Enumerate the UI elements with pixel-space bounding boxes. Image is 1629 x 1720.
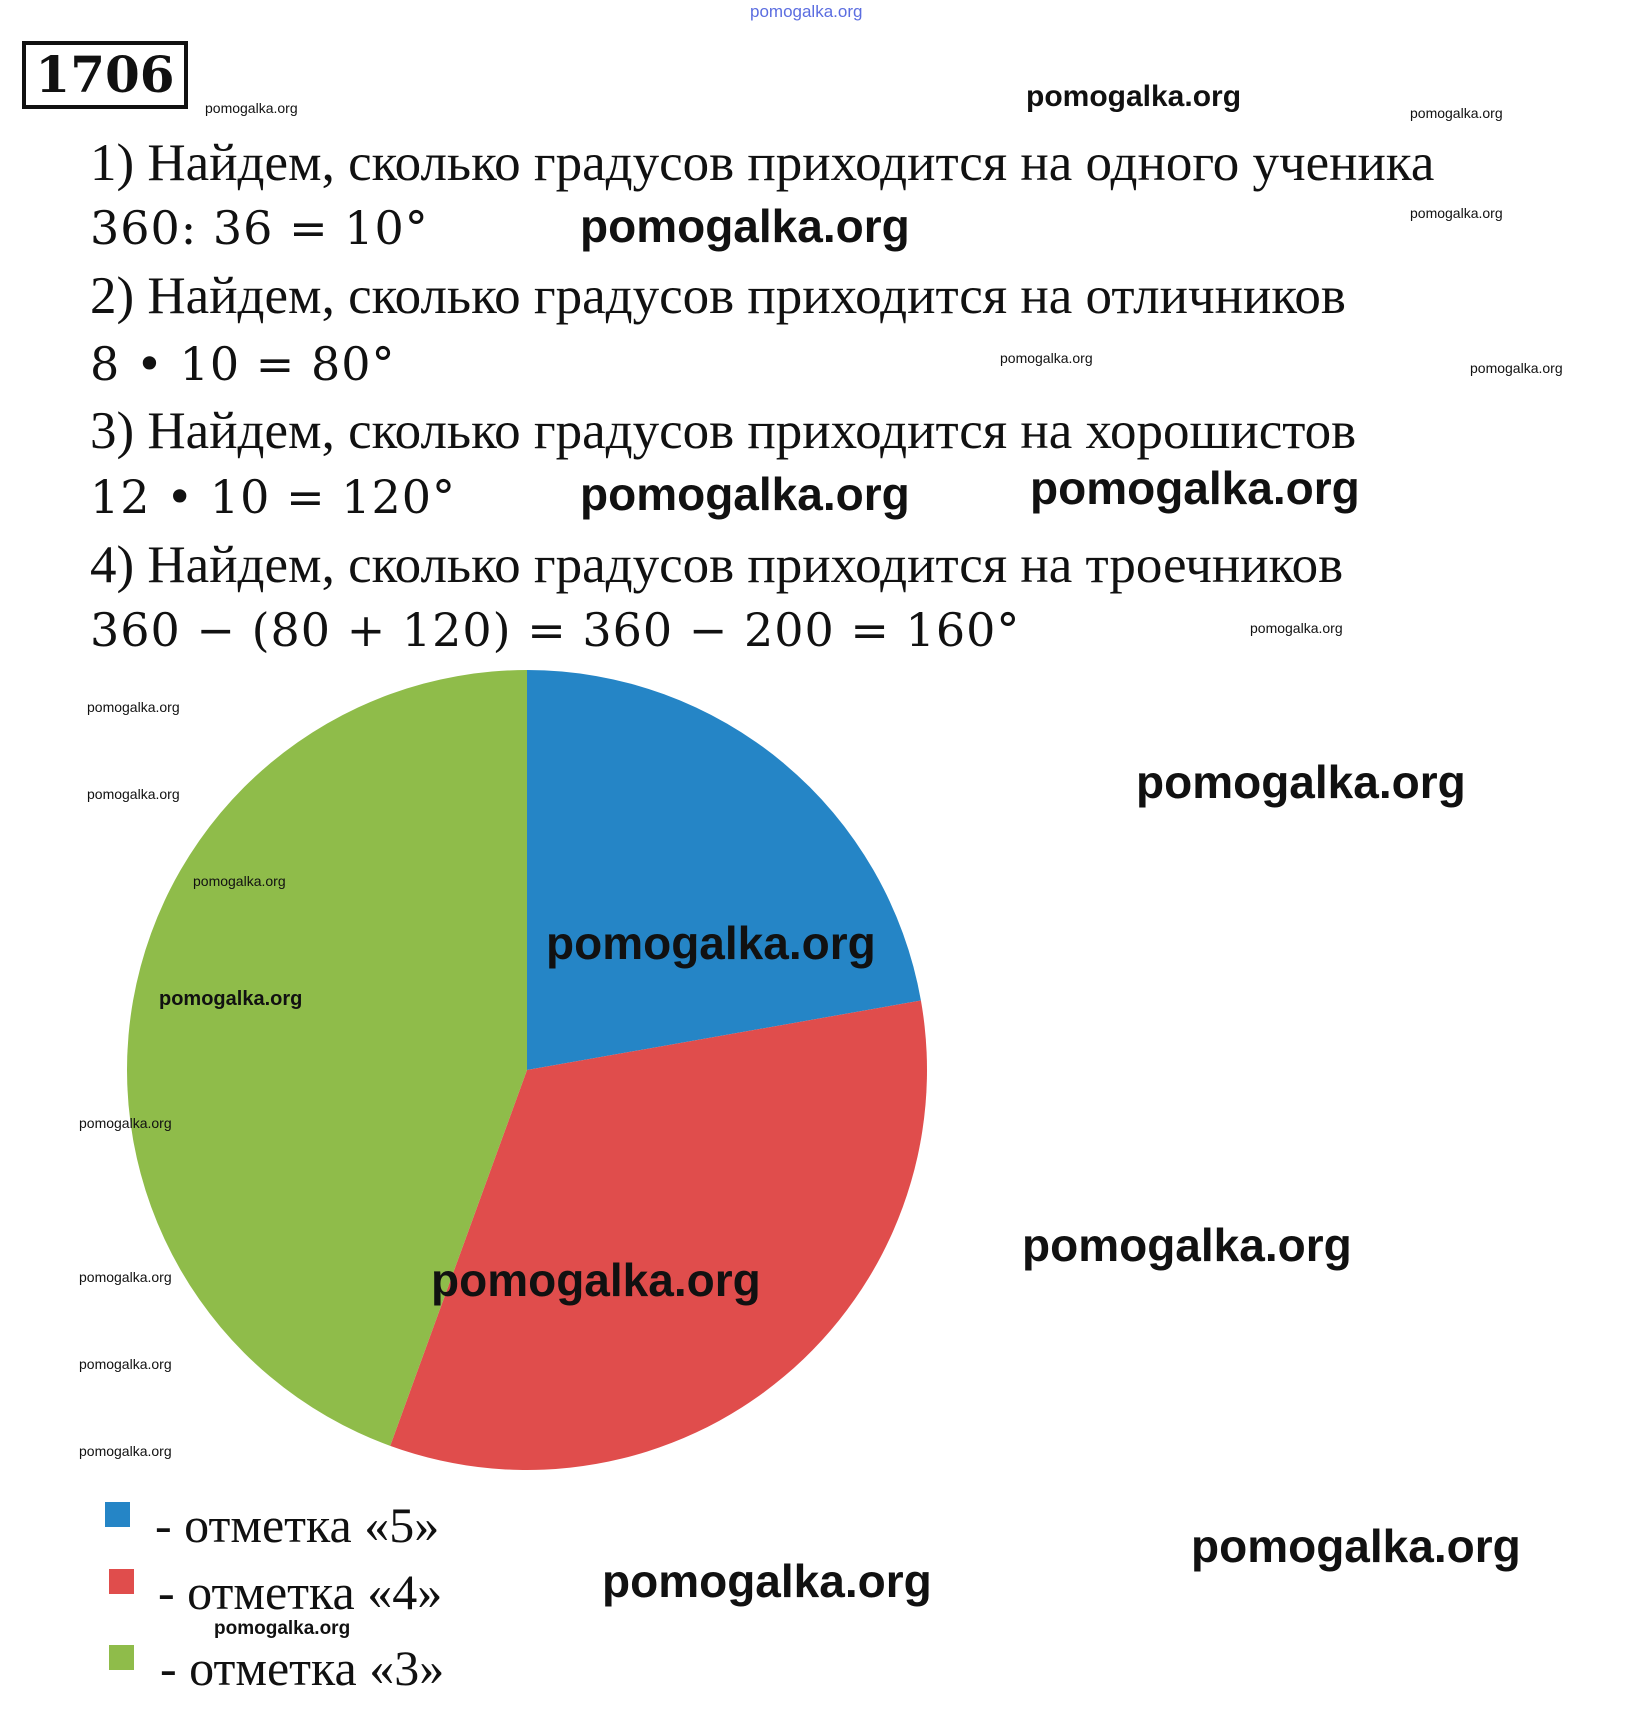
watermark: pomogalka.org <box>1410 105 1503 121</box>
watermark: pomogalka.org <box>193 873 286 889</box>
step-2-calc: 8 • 10 = 80° <box>90 337 396 391</box>
step-1-text: 1) Найдем, сколько градусов приходится н… <box>90 134 1435 192</box>
step-3-calc: 12 • 10 = 120° <box>90 470 457 524</box>
watermark: pomogalka.org <box>87 786 180 802</box>
watermark: pomogalka.org <box>602 1555 932 1607</box>
step-1-calc: 360: 36 = 10° <box>90 201 429 255</box>
watermark: pomogalka.org <box>431 1254 761 1306</box>
legend-swatch-5 <box>105 1502 130 1527</box>
watermark: pomogalka.org <box>79 1356 172 1372</box>
watermark: pomogalka.org <box>159 988 303 1010</box>
step-2-text: 2) Найдем, сколько градусов приходится н… <box>90 267 1346 325</box>
legend-label-3: - отметка «3» <box>160 1640 445 1696</box>
watermark: pomogalka.org <box>1030 462 1360 514</box>
pie-slice-5 <box>527 670 921 1070</box>
watermark: pomogalka.org <box>1410 205 1503 221</box>
legend-label-4: - отметка «4» <box>158 1564 443 1620</box>
watermark: pomogalka.org <box>1191 1520 1521 1572</box>
legend-swatch-3 <box>109 1645 134 1670</box>
watermark: pomogalka.org <box>580 200 910 252</box>
watermark-top: pomogalka.org <box>750 2 863 21</box>
watermark: pomogalka.org <box>1022 1219 1352 1271</box>
step-4-text: 4) Найдем, сколько градусов приходится н… <box>90 536 1344 594</box>
watermark: pomogalka.org <box>205 100 298 116</box>
watermark: pomogalka.org <box>1136 756 1466 808</box>
watermark: pomogalka.org <box>1250 620 1343 636</box>
watermark: pomogalka.org <box>546 917 876 969</box>
legend-swatch-4 <box>109 1569 134 1594</box>
watermark: pomogalka.org <box>580 468 910 520</box>
task-number: 1706 <box>22 41 188 109</box>
watermark: pomogalka.org <box>79 1443 172 1459</box>
watermark: pomogalka.org <box>1000 350 1093 366</box>
watermark: pomogalka.org <box>1470 360 1563 376</box>
step-4-calc: 360 − (80 + 120) = 360 − 200 = 160° <box>90 603 1021 657</box>
watermark: pomogalka.org <box>87 699 180 715</box>
watermark: pomogalka.org <box>214 1618 351 1639</box>
step-3-text: 3) Найдем, сколько градусов приходится н… <box>90 402 1357 460</box>
pie-slice-4 <box>390 1000 927 1470</box>
legend-label-5: - отметка «5» <box>155 1497 440 1553</box>
pie-slice-3 <box>126 670 528 1446</box>
watermark: pomogalka.org <box>79 1269 172 1285</box>
watermark: pomogalka.org <box>1026 80 1242 113</box>
watermark: pomogalka.org <box>79 1115 172 1131</box>
